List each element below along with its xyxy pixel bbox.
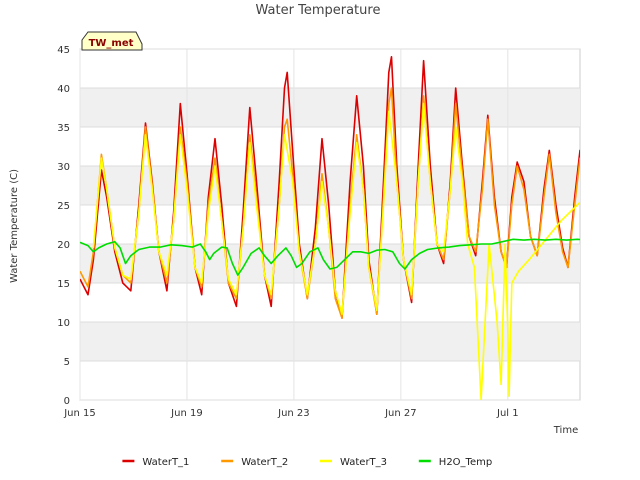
- y-tick-label: 30: [57, 162, 70, 173]
- legend-label: WaterT_1: [142, 457, 189, 468]
- legend-item: WaterT_1: [122, 457, 189, 468]
- series-lines: [80, 56, 580, 400]
- legend-label: WaterT_2: [241, 457, 288, 468]
- plot-area: [79, 48, 581, 401]
- legend-item: H2O_Temp: [418, 457, 492, 468]
- y-tick-label: 20: [57, 240, 70, 251]
- y-tick-label: 10: [57, 318, 70, 329]
- station-badge-text: TW_met: [89, 38, 134, 49]
- y-tick-label: 40: [57, 84, 70, 95]
- legend-label: H2O_Temp: [439, 457, 492, 468]
- station-badge-shape: [81, 31, 143, 51]
- x-tick-label: Jun 15: [63, 408, 96, 419]
- chart-title: Water Temperature: [256, 3, 381, 18]
- x-tick-label: Jul 1: [496, 408, 519, 419]
- x-tick-label: Jun 19: [170, 408, 203, 419]
- series-line-watert-3: [92, 102, 580, 400]
- y-tick-label: 5: [64, 357, 70, 368]
- x-axis-ticks: Jun 15 Jun 19 Jun 23 Jun 27 Jul 1: [63, 408, 518, 419]
- x-tick-label: Jun 23: [277, 408, 310, 419]
- y-tick-label: 15: [57, 279, 70, 290]
- grid-band: [80, 88, 580, 127]
- y-tick-label: 35: [57, 123, 70, 134]
- gridlines: [79, 48, 580, 401]
- x-tick-label: Jun 27: [384, 408, 417, 419]
- y-axis-ticks: 0 5 10 15 20 25 30 35 40 45: [57, 45, 70, 407]
- y-tick-label: 25: [57, 201, 70, 212]
- legend: WaterT_1 WaterT_2 WaterT_3 H2O_Temp: [122, 457, 492, 468]
- legend-item: WaterT_3: [320, 457, 387, 468]
- legend-label: WaterT_3: [340, 457, 387, 468]
- y-tick-label: 0: [64, 396, 70, 407]
- legend-item: WaterT_2: [221, 457, 288, 468]
- station-badge: TW_met: [81, 31, 143, 51]
- grid-band: [80, 322, 580, 361]
- series-line-h2o-temp: [80, 238, 580, 276]
- x-axis-label: Time: [553, 425, 578, 436]
- grid-band: [80, 166, 580, 205]
- y-axis-label: Water Temperature (C): [9, 169, 20, 283]
- series-line-watert-2: [80, 87, 580, 319]
- y-tick-label: 45: [57, 45, 70, 56]
